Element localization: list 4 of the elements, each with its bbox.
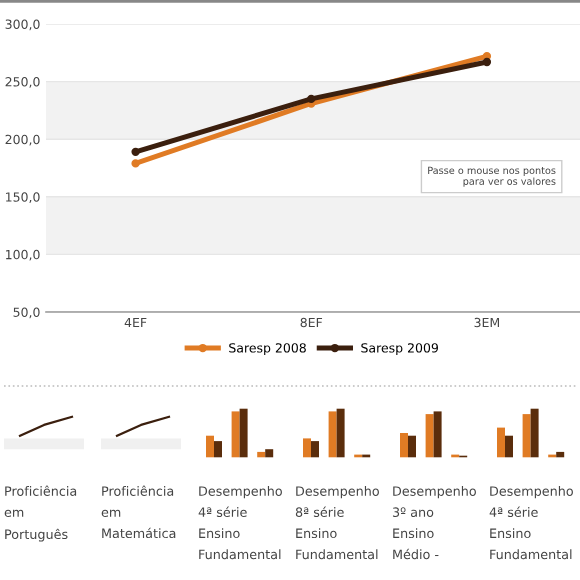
point: [131, 159, 140, 168]
point: [307, 94, 316, 104]
point: [131, 147, 140, 157]
point: [482, 57, 492, 67]
